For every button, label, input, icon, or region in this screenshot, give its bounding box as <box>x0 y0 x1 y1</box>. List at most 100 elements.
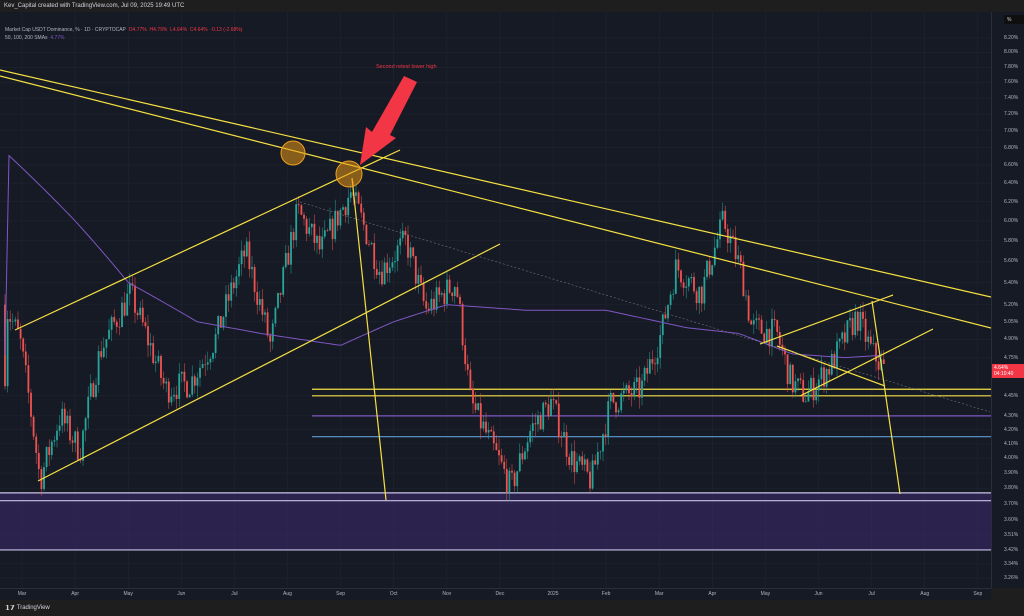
x-axis-label: May <box>760 591 771 597</box>
y-axis-label: 6.20% <box>1004 198 1019 205</box>
change-value: -0.13 (-2.68%) <box>210 27 243 33</box>
candle-body <box>256 292 259 305</box>
candle-body <box>204 364 207 365</box>
candle-body <box>849 318 851 321</box>
candle-body <box>464 345 467 365</box>
candle-body <box>362 212 365 225</box>
candle-body <box>89 383 92 397</box>
candle-body <box>836 341 838 369</box>
candle-body <box>664 314 667 319</box>
candle-body <box>641 380 643 398</box>
y-axis-label: 4.45% <box>1004 392 1019 399</box>
candle-body <box>638 377 641 398</box>
candle-body <box>277 292 279 308</box>
candle-body <box>360 203 363 213</box>
candle-body <box>11 321 14 322</box>
candle-body <box>459 296 461 304</box>
candle-body <box>388 267 391 274</box>
candle-body <box>58 425 61 431</box>
candle-body <box>284 252 287 268</box>
time-axis[interactable]: Mar Apr May Jun Jul Aug Sep Oct Nov Dec 2025 Feb Mar… <box>0 588 991 600</box>
candle-body <box>539 415 542 430</box>
trendline <box>0 75 991 329</box>
candle-body <box>521 453 524 460</box>
candle-body <box>6 319 9 387</box>
candle-body <box>607 401 610 437</box>
y-axis-label: 4.30% <box>1004 412 1019 419</box>
footer: 𝟭𝟳 TradingView <box>0 600 1024 616</box>
candle-body <box>66 415 69 424</box>
x-axis-label: 2025 <box>547 591 559 597</box>
candle-body <box>435 287 438 310</box>
chart-pane[interactable]: Market Cap USDT Dominance, % · 1D · CRYP… <box>0 12 991 588</box>
candle-body <box>474 403 477 410</box>
candle-body <box>479 403 482 429</box>
candle-body <box>196 377 199 386</box>
y-axis-label: 4.20% <box>1004 426 1019 433</box>
candle-body <box>253 266 256 293</box>
candle-body <box>854 311 857 336</box>
symbol-label[interactable]: Market Cap USDT Dominance, % · 1D · CRYP… <box>5 27 126 33</box>
candle-body <box>513 472 516 487</box>
candle-body <box>201 364 204 368</box>
candle-body <box>453 287 456 296</box>
candle-body <box>139 307 142 316</box>
candle-body <box>724 210 727 229</box>
candle-body <box>32 416 35 437</box>
candle-body <box>817 379 820 391</box>
sma-value: 4.77% <box>50 35 65 41</box>
candle-body <box>243 250 246 257</box>
candle-body <box>318 235 321 250</box>
y-axis-label: 5.05% <box>1004 318 1019 325</box>
candle-body <box>108 329 110 340</box>
candle-body <box>282 267 285 295</box>
candle-body <box>596 452 599 465</box>
candle-body <box>126 293 129 316</box>
candle-body <box>461 303 464 346</box>
candle-body <box>630 393 633 397</box>
candle-body <box>498 450 500 456</box>
candle-body <box>14 319 17 322</box>
candle-body <box>227 294 230 301</box>
unit-toggle[interactable]: % <box>1004 15 1024 24</box>
low-value: L4.64% <box>170 27 188 33</box>
candle-body <box>875 342 877 362</box>
candle-body <box>726 228 729 244</box>
candle-body <box>867 336 870 342</box>
candle-body <box>656 357 659 365</box>
candle-body <box>466 364 469 370</box>
candle-body <box>544 402 547 405</box>
candle-body <box>700 286 703 304</box>
sma-label[interactable]: 50, 100, 200 SMAs <box>5 35 48 41</box>
candle-body <box>526 442 529 452</box>
candle-body <box>732 235 734 238</box>
candle-body <box>810 377 812 392</box>
candle-body <box>87 396 90 419</box>
candle-body <box>485 421 487 433</box>
candle-body <box>862 311 864 319</box>
sma-200-line <box>4 154 882 359</box>
price-axis[interactable]: % 8.20% 8.00% 7.80% 7.60% 7.40% 7.20% 7.00% 6.8… <box>991 12 1024 588</box>
candle-body <box>407 235 409 258</box>
dashed-trendline <box>299 201 991 413</box>
candle-body <box>349 192 352 198</box>
candle-body <box>264 312 266 315</box>
candle-body <box>747 295 750 321</box>
trendline <box>799 328 934 397</box>
candle-body <box>76 431 79 460</box>
y-axis-label: 3.70% <box>1004 500 1019 507</box>
current-price-badge: 4.64% 04:10:40 <box>992 364 1024 379</box>
candle-body <box>292 232 295 241</box>
candle-body <box>778 332 781 345</box>
candle-body <box>646 367 649 374</box>
bar-countdown: 04:10:40 <box>994 371 1014 378</box>
x-axis-label: Apr <box>71 591 79 597</box>
candle-body <box>100 351 103 357</box>
candle-body <box>758 318 760 320</box>
candle-body <box>492 431 495 444</box>
candle-body <box>245 241 248 257</box>
y-axis-label: 4.75% <box>1004 354 1019 361</box>
candle-body <box>422 282 425 302</box>
candle-body <box>794 381 797 393</box>
candle-body <box>128 283 131 294</box>
